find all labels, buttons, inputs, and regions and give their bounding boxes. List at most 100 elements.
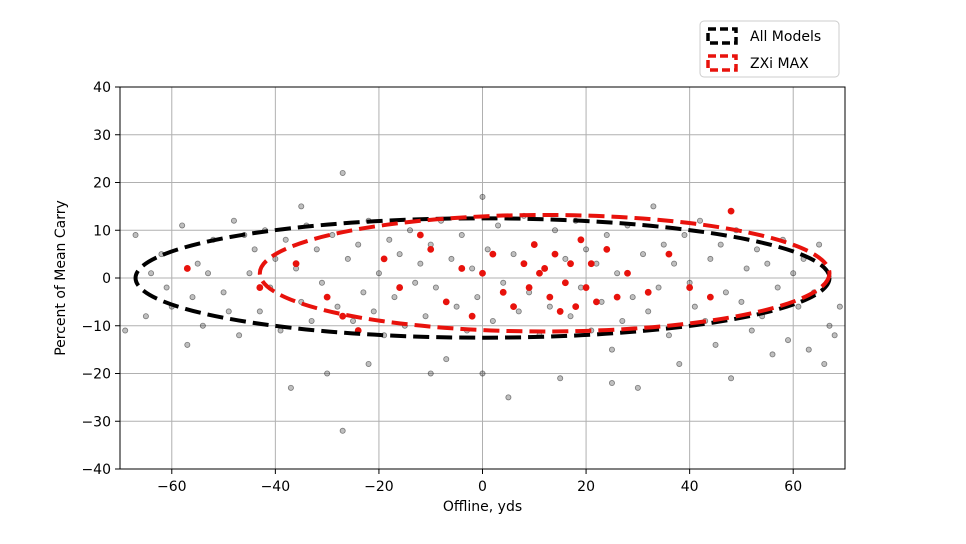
all-models-point	[489, 317, 496, 324]
all-models-point	[645, 308, 652, 315]
all-models-point	[339, 169, 346, 176]
all-models-point	[479, 370, 486, 377]
zxi-max-point	[603, 245, 611, 253]
all-models-point	[717, 241, 724, 248]
all-models-point	[764, 260, 771, 267]
all-models-point	[230, 217, 237, 224]
legend-box	[699, 20, 840, 78]
zxi-max-point	[706, 293, 714, 301]
zxi-max-point	[546, 293, 554, 301]
all-models-point	[163, 284, 170, 291]
all-models-point	[220, 289, 227, 296]
all-models-point	[608, 346, 615, 353]
all-models-point	[795, 303, 802, 310]
all-models-point	[583, 246, 590, 253]
zxi-max-point	[686, 284, 694, 291]
zxi-max-point	[380, 255, 388, 263]
all-models-point	[298, 203, 305, 210]
all-models-point	[246, 270, 253, 277]
all-models-point	[552, 227, 559, 234]
all-models-point	[774, 284, 781, 291]
zxi-max-point	[613, 293, 621, 301]
zxi-max-point	[525, 284, 533, 291]
legend-swatch-zxi-max	[706, 54, 738, 72]
all-models-point	[826, 322, 833, 329]
all-models-point	[334, 303, 341, 310]
all-models-point	[194, 260, 201, 267]
all-models-point	[391, 294, 398, 301]
all-models-point	[458, 232, 465, 239]
all-models-point	[453, 303, 460, 310]
all-models-point	[691, 303, 698, 310]
zxi-max-point	[561, 279, 569, 287]
all-models-point	[443, 356, 450, 363]
all-models-point	[422, 313, 429, 320]
all-models-point	[608, 380, 615, 387]
all-models-point	[432, 284, 439, 291]
y-tick-label: 10	[93, 223, 111, 239]
x-tick-label: 0	[478, 479, 487, 495]
y-tick-label: −40	[81, 462, 111, 478]
y-tick-label: −20	[81, 367, 111, 383]
all-models-point	[132, 232, 139, 239]
all-models-point	[821, 360, 828, 367]
all-models-point	[179, 222, 186, 229]
all-models-point	[743, 265, 750, 272]
all-models-point	[184, 341, 191, 348]
all-models-point	[365, 360, 372, 367]
all-models-point	[640, 251, 647, 258]
all-models-point	[712, 341, 719, 348]
zxi-max-point	[530, 241, 538, 248]
zxi-max-point	[587, 260, 595, 268]
all-models-point	[557, 375, 564, 382]
zxi-max-point	[489, 250, 497, 258]
all-models-point	[500, 279, 507, 286]
all-models-point	[360, 289, 367, 296]
zxi-max-point	[292, 260, 300, 268]
all-models-point	[495, 222, 502, 229]
y-tick-label: 30	[93, 128, 111, 144]
all-models-point	[671, 260, 678, 267]
zxi-max-point	[416, 231, 424, 239]
zxi-max-point	[727, 207, 735, 215]
all-models-point	[474, 294, 481, 301]
all-models-point	[469, 265, 476, 272]
y-axis-title: Percent of Mean Carry	[53, 200, 69, 356]
zxi-max-point	[499, 288, 507, 296]
all-models-point	[697, 217, 704, 224]
all-models-point	[142, 313, 149, 320]
all-models-point	[722, 289, 729, 296]
all-models-point	[205, 270, 212, 277]
x-axis-title: Offline, yds	[443, 499, 522, 515]
zxi-max-point	[624, 269, 631, 277]
legend-label-zxi-max: ZXi MAX	[750, 56, 809, 72]
zxi-max-point	[427, 245, 435, 253]
zxi-max-point	[520, 260, 528, 268]
zxi-max-point	[468, 312, 476, 320]
all-models-point	[122, 327, 129, 334]
y-tick-label: 0	[102, 271, 111, 287]
all-models-point	[350, 317, 357, 324]
y-axis-ticks: −40 −30 −20 −10 0 10 20 30 40	[81, 80, 120, 478]
zxi-max-point	[442, 298, 450, 306]
all-models-point	[753, 246, 760, 253]
all-models-point	[344, 255, 351, 262]
all-models-point	[831, 332, 838, 339]
all-models-point	[308, 317, 315, 324]
zxi-max-point	[541, 265, 549, 272]
all-models-point	[375, 270, 382, 277]
all-models-point	[562, 255, 569, 262]
all-models-point	[329, 232, 336, 239]
x-tick-label: 20	[577, 479, 595, 495]
zxi-max-point	[644, 288, 652, 296]
zxi-max-point	[551, 250, 559, 258]
all-models-point	[189, 294, 196, 301]
all-models-point	[282, 236, 289, 243]
legend-swatch-all-models	[706, 27, 738, 45]
all-models-point	[619, 317, 626, 324]
legend-label-all-models: All Models	[750, 29, 821, 45]
y-tick-label: 20	[93, 176, 111, 192]
all-models-point	[738, 298, 745, 305]
all-models-point	[707, 255, 714, 262]
all-models-point	[676, 360, 683, 367]
